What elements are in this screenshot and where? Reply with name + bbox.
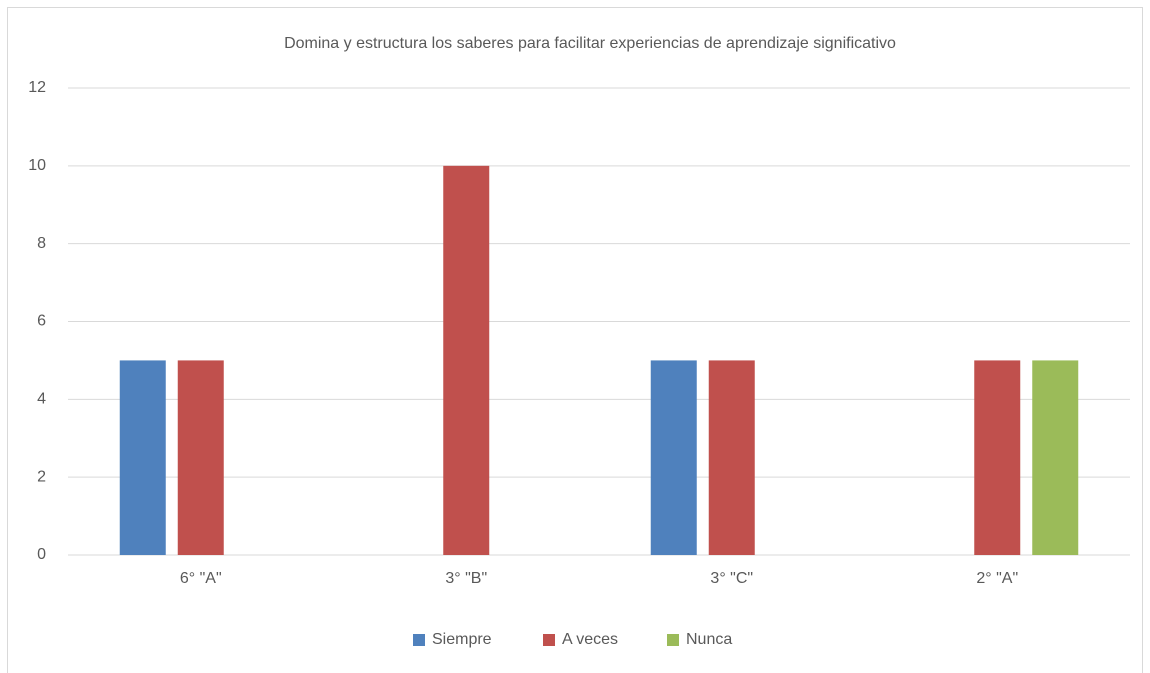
- legend-label: A veces: [562, 631, 618, 648]
- bar: [708, 360, 755, 555]
- x-tick-label: 3° "B": [445, 570, 487, 587]
- y-tick-label: 2: [37, 468, 46, 485]
- bar: [177, 360, 224, 555]
- y-tick-label: 12: [28, 79, 46, 96]
- legend-swatch: [543, 634, 555, 646]
- x-tick-label: 6° "A": [180, 570, 222, 587]
- y-tick-label: 6: [37, 313, 46, 330]
- x-tick-label: 2° "A": [976, 570, 1018, 587]
- y-tick-label: 4: [37, 391, 46, 408]
- y-tick-label: 10: [28, 157, 46, 174]
- chart-frame: [7, 7, 1143, 673]
- x-tick-label: 3° "C": [710, 570, 753, 587]
- y-tick-label: 8: [37, 235, 46, 252]
- legend-label: Siempre: [432, 631, 492, 648]
- bar: [974, 360, 1021, 555]
- chart-title: Domina y estructura los saberes para fac…: [284, 35, 896, 52]
- bar: [1032, 360, 1079, 555]
- legend-swatch: [413, 634, 425, 646]
- legend-label: Nunca: [686, 631, 732, 648]
- bar: [119, 360, 166, 555]
- legend-swatch: [667, 634, 679, 646]
- bar: [443, 165, 490, 556]
- y-tick-label: 0: [37, 546, 46, 563]
- bar: [650, 360, 697, 555]
